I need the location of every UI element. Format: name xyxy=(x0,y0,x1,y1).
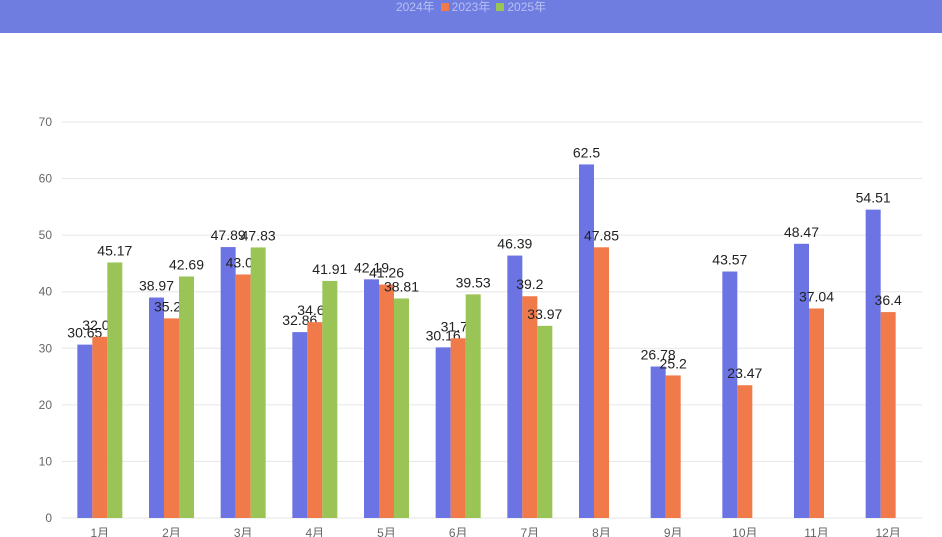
y-tick-label: 20 xyxy=(39,398,53,412)
bar-1-4[interactable] xyxy=(292,332,308,518)
bar-2-2[interactable] xyxy=(164,318,179,518)
legend-label-0: 2024年 xyxy=(395,0,435,14)
data-label: 47.89 xyxy=(211,227,246,243)
data-label: 33.97 xyxy=(527,306,562,322)
y-tick-label: 60 xyxy=(39,172,53,186)
data-label: 41.91 xyxy=(312,261,347,277)
x-tick-label: 8月 xyxy=(592,526,611,537)
x-tick-label: 7月 xyxy=(520,526,539,537)
data-label: 39.2 xyxy=(516,276,543,292)
legend: 2024年 2023年 2025年 xyxy=(0,0,942,14)
x-tick-label: 10月 xyxy=(732,526,757,537)
bar-2-12[interactable] xyxy=(880,312,896,518)
data-label: 42.19 xyxy=(354,259,389,275)
y-tick-label: 30 xyxy=(39,341,53,355)
data-label: 62.5 xyxy=(573,144,600,160)
x-tick-label: 4月 xyxy=(305,526,324,537)
x-tick-label: 6月 xyxy=(449,526,468,537)
bar-3-7[interactable] xyxy=(537,325,553,518)
bar-3-6[interactable] xyxy=(465,294,481,518)
bar-2-11[interactable] xyxy=(809,308,824,518)
data-label: 48.47 xyxy=(784,224,819,240)
data-label: 45.17 xyxy=(97,242,132,258)
legend-item-2[interactable]: 2025年 xyxy=(496,0,546,14)
bar-1-7[interactable] xyxy=(507,255,523,519)
y-tick-label: 50 xyxy=(39,228,53,242)
data-label: 26.78 xyxy=(641,347,676,363)
data-label: 38.97 xyxy=(139,278,174,294)
bar-2-10[interactable] xyxy=(737,385,753,518)
x-tick-label: 3月 xyxy=(234,526,253,537)
bar-1-9[interactable] xyxy=(650,366,666,518)
bar-2-3[interactable] xyxy=(235,274,251,518)
bar-2-5[interactable] xyxy=(379,284,394,518)
data-label: 41.26 xyxy=(369,265,404,281)
x-tick-label: 9月 xyxy=(664,526,683,537)
bar-2-7[interactable] xyxy=(522,296,538,518)
y-tick-label: 10 xyxy=(39,454,53,468)
data-label: 47.83 xyxy=(241,227,276,243)
bar-2-4[interactable] xyxy=(307,322,323,518)
data-label: 47.85 xyxy=(584,227,619,243)
data-label: 43.57 xyxy=(712,252,747,268)
data-label: 42.69 xyxy=(169,256,204,272)
x-tick-label: 5月 xyxy=(377,526,396,537)
bar-3-3[interactable] xyxy=(250,247,266,518)
bar-3-2[interactable] xyxy=(179,276,194,518)
data-label: 23.47 xyxy=(727,365,762,381)
data-label: 25.2 xyxy=(660,355,687,371)
data-label: 46.39 xyxy=(497,236,532,252)
x-tick-label: 1月 xyxy=(90,526,109,537)
data-label: 54.51 xyxy=(856,190,891,206)
y-tick-label: 0 xyxy=(45,511,52,525)
bar-2-6[interactable] xyxy=(450,338,466,518)
bar-1-12[interactable] xyxy=(865,209,881,518)
x-tick-label: 11月 xyxy=(804,526,828,537)
top-banner xyxy=(0,0,942,33)
data-label: 38.81 xyxy=(384,278,419,294)
legend-item-1[interactable]: 2023年 xyxy=(440,0,491,14)
bar-1-1[interactable] xyxy=(77,344,93,518)
data-label: 37.04 xyxy=(799,288,834,304)
bar-1-6[interactable] xyxy=(435,347,451,518)
bar-1-11[interactable] xyxy=(794,243,809,518)
bar-1-5[interactable] xyxy=(364,279,379,518)
data-label: 30.65 xyxy=(67,325,102,341)
bar-1-3[interactable] xyxy=(220,247,236,519)
bar-3-5[interactable] xyxy=(394,298,409,518)
bar-1-10[interactable] xyxy=(722,271,738,518)
y-tick-label: 70 xyxy=(39,115,53,129)
y-tick-label: 40 xyxy=(39,285,53,299)
legend-label-1: 2023年 xyxy=(451,0,491,14)
bar-1-2[interactable] xyxy=(149,297,164,518)
x-tick-label: 12月 xyxy=(875,526,900,537)
bar-2-1[interactable] xyxy=(92,336,108,518)
bar-2-9[interactable] xyxy=(665,375,681,518)
legend-item-0[interactable]: 2024年 xyxy=(396,0,435,14)
legend-swatch-2 xyxy=(496,3,505,11)
bar-1-8[interactable] xyxy=(579,164,594,518)
data-label: 39.53 xyxy=(456,274,491,290)
bar-3-1[interactable] xyxy=(107,262,123,518)
data-label: 36.4 xyxy=(875,292,902,308)
legend-label-2: 2025年 xyxy=(507,0,547,14)
x-tick-label: 2月 xyxy=(162,526,181,537)
bar-2-8[interactable] xyxy=(594,247,609,518)
bar-3-4[interactable] xyxy=(322,280,338,518)
legend-swatch-1 xyxy=(440,3,449,11)
